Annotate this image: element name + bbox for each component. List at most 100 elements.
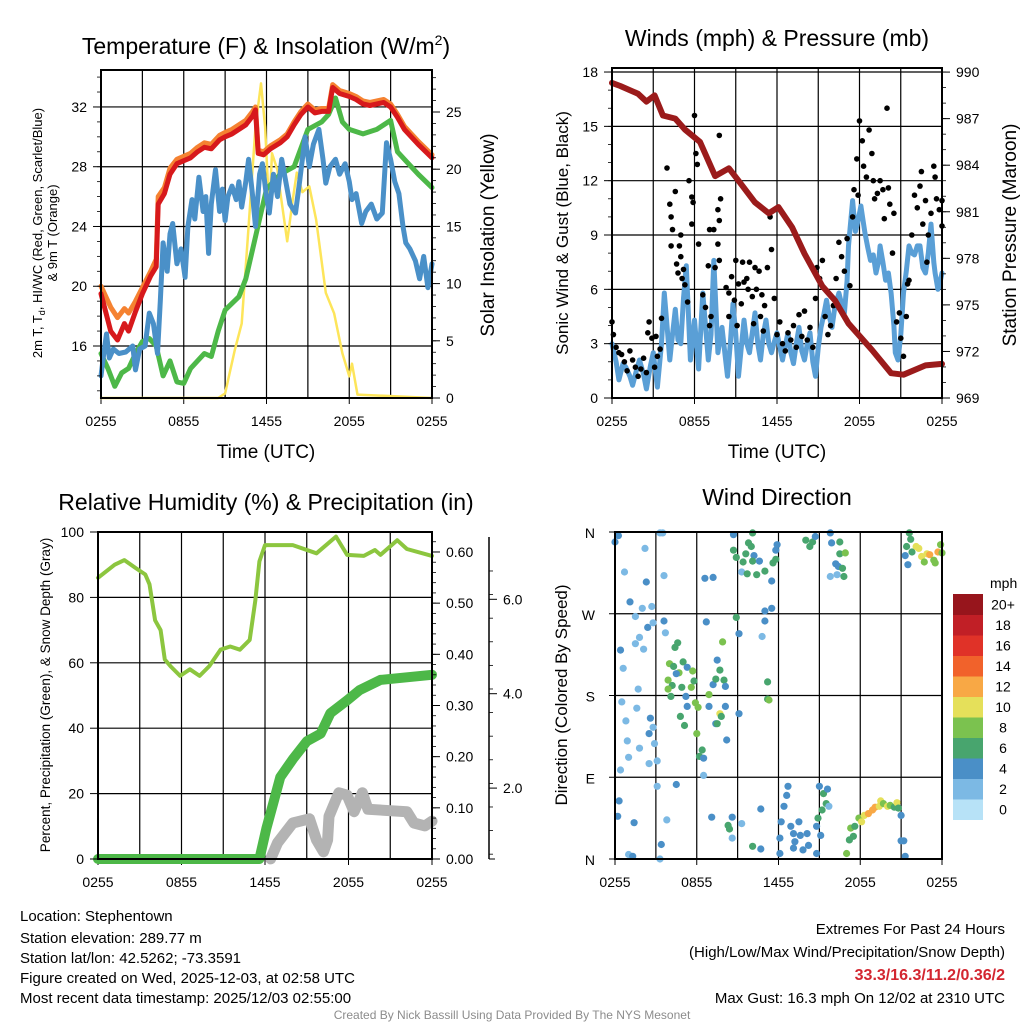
wind-direction-point <box>712 675 720 683</box>
direction-tick-label: S <box>586 689 595 705</box>
snow-depth-tick-label: 4.0 <box>503 686 523 702</box>
wind-direction-point <box>682 692 690 701</box>
wind-direction-point <box>920 558 928 566</box>
gust-point <box>624 368 630 374</box>
wind-direction-point <box>761 607 769 615</box>
gust-point <box>889 250 896 256</box>
wind-direction-point <box>649 723 657 731</box>
legend-label: 16 <box>995 637 1011 653</box>
wind-direction-point <box>721 702 730 711</box>
wind-direction-point <box>735 630 743 638</box>
precipitation-y-tick-label: 0.30 <box>446 697 473 713</box>
insolation-y-tick-label: 15 <box>446 218 462 234</box>
wind-direction-point <box>720 676 728 684</box>
humidity-y-tick-label: 40 <box>68 720 84 736</box>
gust-point <box>629 357 636 363</box>
gust-point <box>799 333 805 340</box>
wind-direction-point <box>804 841 813 850</box>
gust-point <box>715 206 721 213</box>
gust-point <box>635 373 641 380</box>
wind-direction-point <box>650 740 659 748</box>
gust-point <box>777 319 783 325</box>
wind-direction-point <box>664 685 672 693</box>
wind-direction-point <box>674 639 682 647</box>
temperature-y-tick-label: 20 <box>71 278 87 294</box>
wind-direction-point <box>645 730 653 738</box>
wind-direction-point <box>858 818 866 826</box>
wind-direction-point <box>747 542 755 551</box>
gust-point <box>759 292 765 298</box>
wind-direction-point <box>749 557 757 565</box>
wind-direction-point <box>757 845 765 853</box>
legend-swatch-12 <box>953 676 983 697</box>
wind-direction-point <box>713 720 721 728</box>
wind-direction-point <box>732 553 740 562</box>
x-tick-label: 1455 <box>251 413 282 429</box>
wind-direction-point <box>723 736 731 744</box>
station-info: Location: Stephentown Station elevation:… <box>20 908 355 1007</box>
gust-point <box>838 253 845 260</box>
gust-point <box>744 275 750 282</box>
gust-point <box>734 322 740 329</box>
gust-point <box>708 313 714 320</box>
wind-direction-point <box>693 730 701 738</box>
wind-direction-point <box>689 667 697 675</box>
x-tick-label: 0255 <box>85 413 116 429</box>
x-tick-label: 0255 <box>599 874 630 890</box>
x-tick-label: 2055 <box>334 413 365 429</box>
pressure-y-tick-label: 981 <box>956 204 980 220</box>
wind-direction-point <box>893 799 901 807</box>
wind-direction-point <box>694 703 702 711</box>
insolation-line <box>99 82 434 400</box>
wind-direction-point <box>739 558 747 566</box>
gust-point <box>716 217 723 224</box>
legend-label: 14 <box>995 658 1011 674</box>
wind-direction-point <box>660 572 668 580</box>
temperature-chart-title: Temperature (F) & Insolation (W/m2) <box>82 32 450 59</box>
wind-direction-point <box>818 806 826 814</box>
gust-point <box>673 261 680 267</box>
wind-direction-point <box>657 840 665 849</box>
wind-y-tick-label: 9 <box>590 227 598 243</box>
gust-point <box>676 243 683 249</box>
gust-point <box>756 268 762 275</box>
gust-point <box>871 196 878 202</box>
wind-direction-point <box>796 831 804 840</box>
x-tick-label: 2055 <box>844 413 875 429</box>
gust-point <box>733 257 739 264</box>
gust-point <box>700 292 706 298</box>
wind-direction-point <box>765 696 773 704</box>
legend-title: mph <box>990 575 1017 591</box>
x-tick-label: 0255 <box>82 874 113 890</box>
legend-swatch-2 <box>953 778 983 800</box>
gust-point <box>866 127 872 133</box>
gust-point <box>855 192 861 198</box>
gust-point <box>788 337 794 343</box>
wind-direction-point <box>777 818 785 826</box>
precipitation-y-tick-label: 0.00 <box>446 851 473 867</box>
wind-direction-point <box>926 551 934 559</box>
wind-direction-point <box>625 753 633 761</box>
wind-direction-point <box>667 692 675 701</box>
gust-point <box>854 156 860 162</box>
wind-direction-point <box>773 541 781 549</box>
wind-direction-point <box>776 834 784 842</box>
wind-direction-point <box>795 818 803 826</box>
x-tick-label: 0255 <box>596 413 627 429</box>
wind-direction-point <box>700 771 708 780</box>
gust-point <box>796 311 802 318</box>
gust-point <box>859 138 866 144</box>
wind-direction-point <box>630 819 638 827</box>
wind-direction-point <box>918 552 926 561</box>
legend-label: 6 <box>999 740 1007 756</box>
gust-point <box>841 268 848 275</box>
direction-tick-label: N <box>585 852 595 868</box>
humidity-y-tick-label: 100 <box>61 524 85 540</box>
wind-direction-point <box>813 849 821 858</box>
snow-depth-tick-label: 2.0 <box>503 780 523 796</box>
gust-point <box>918 168 925 175</box>
relative-humidity-line <box>96 534 434 678</box>
station-pressure-line <box>609 79 945 378</box>
wind-direction-point <box>937 541 945 549</box>
